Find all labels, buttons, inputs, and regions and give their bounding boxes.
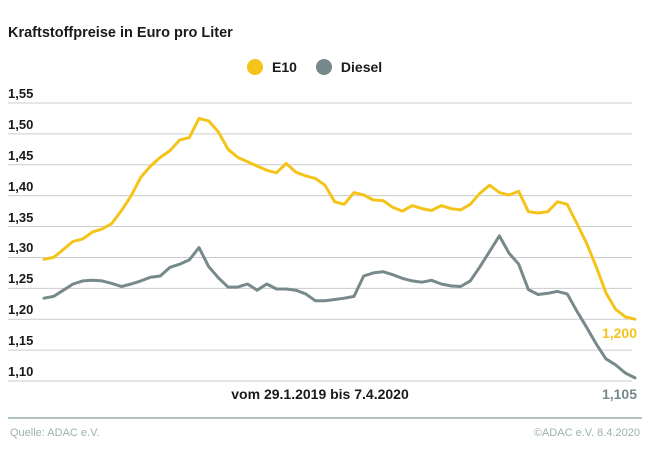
footer-divider bbox=[8, 417, 642, 419]
source-text: Quelle: ADAC e.V. bbox=[10, 427, 100, 439]
e10-legend-label: E10 bbox=[272, 59, 297, 75]
y-axis-tick-label: 1,20 bbox=[8, 302, 34, 318]
y-axis-tick-label: 1,45 bbox=[8, 147, 34, 163]
diesel-end-value-label: 1,105 bbox=[601, 386, 637, 402]
y-axis-tick-label: 1,35 bbox=[8, 209, 34, 225]
chart-title: Kraftstoffpreise in Euro pro Liter bbox=[8, 25, 233, 41]
y-axis-tick-label: 1,55 bbox=[8, 86, 34, 101]
e10-line bbox=[42, 116, 637, 321]
legend: E10 Diesel bbox=[247, 59, 392, 75]
e10-end-value-label: 1,200 bbox=[601, 325, 637, 341]
y-axis-tick-label: 1,40 bbox=[8, 178, 34, 194]
y-axis-tick-label: 1,10 bbox=[8, 364, 34, 379]
y-axis-tick-label: 1,50 bbox=[8, 116, 34, 132]
diesel-line bbox=[42, 234, 637, 380]
legend-item-e10: E10 bbox=[247, 59, 297, 75]
y-axis-tick-label: 1,15 bbox=[8, 333, 34, 349]
y-axis-tick-label: 1,30 bbox=[8, 240, 34, 256]
e10-legend-dot-icon bbox=[247, 59, 263, 75]
y-axis-tick-label: 1,25 bbox=[8, 271, 34, 287]
diesel-legend-label: Diesel bbox=[340, 59, 383, 75]
legend-item-diesel: Diesel bbox=[315, 59, 383, 75]
copyright-text: ©ADAC e.V. 8.4.2020 bbox=[533, 427, 640, 439]
diesel-legend-dot-icon bbox=[315, 59, 332, 75]
date-range-caption: vom 29.1.2019 bis 7.4.2020 bbox=[231, 386, 409, 402]
